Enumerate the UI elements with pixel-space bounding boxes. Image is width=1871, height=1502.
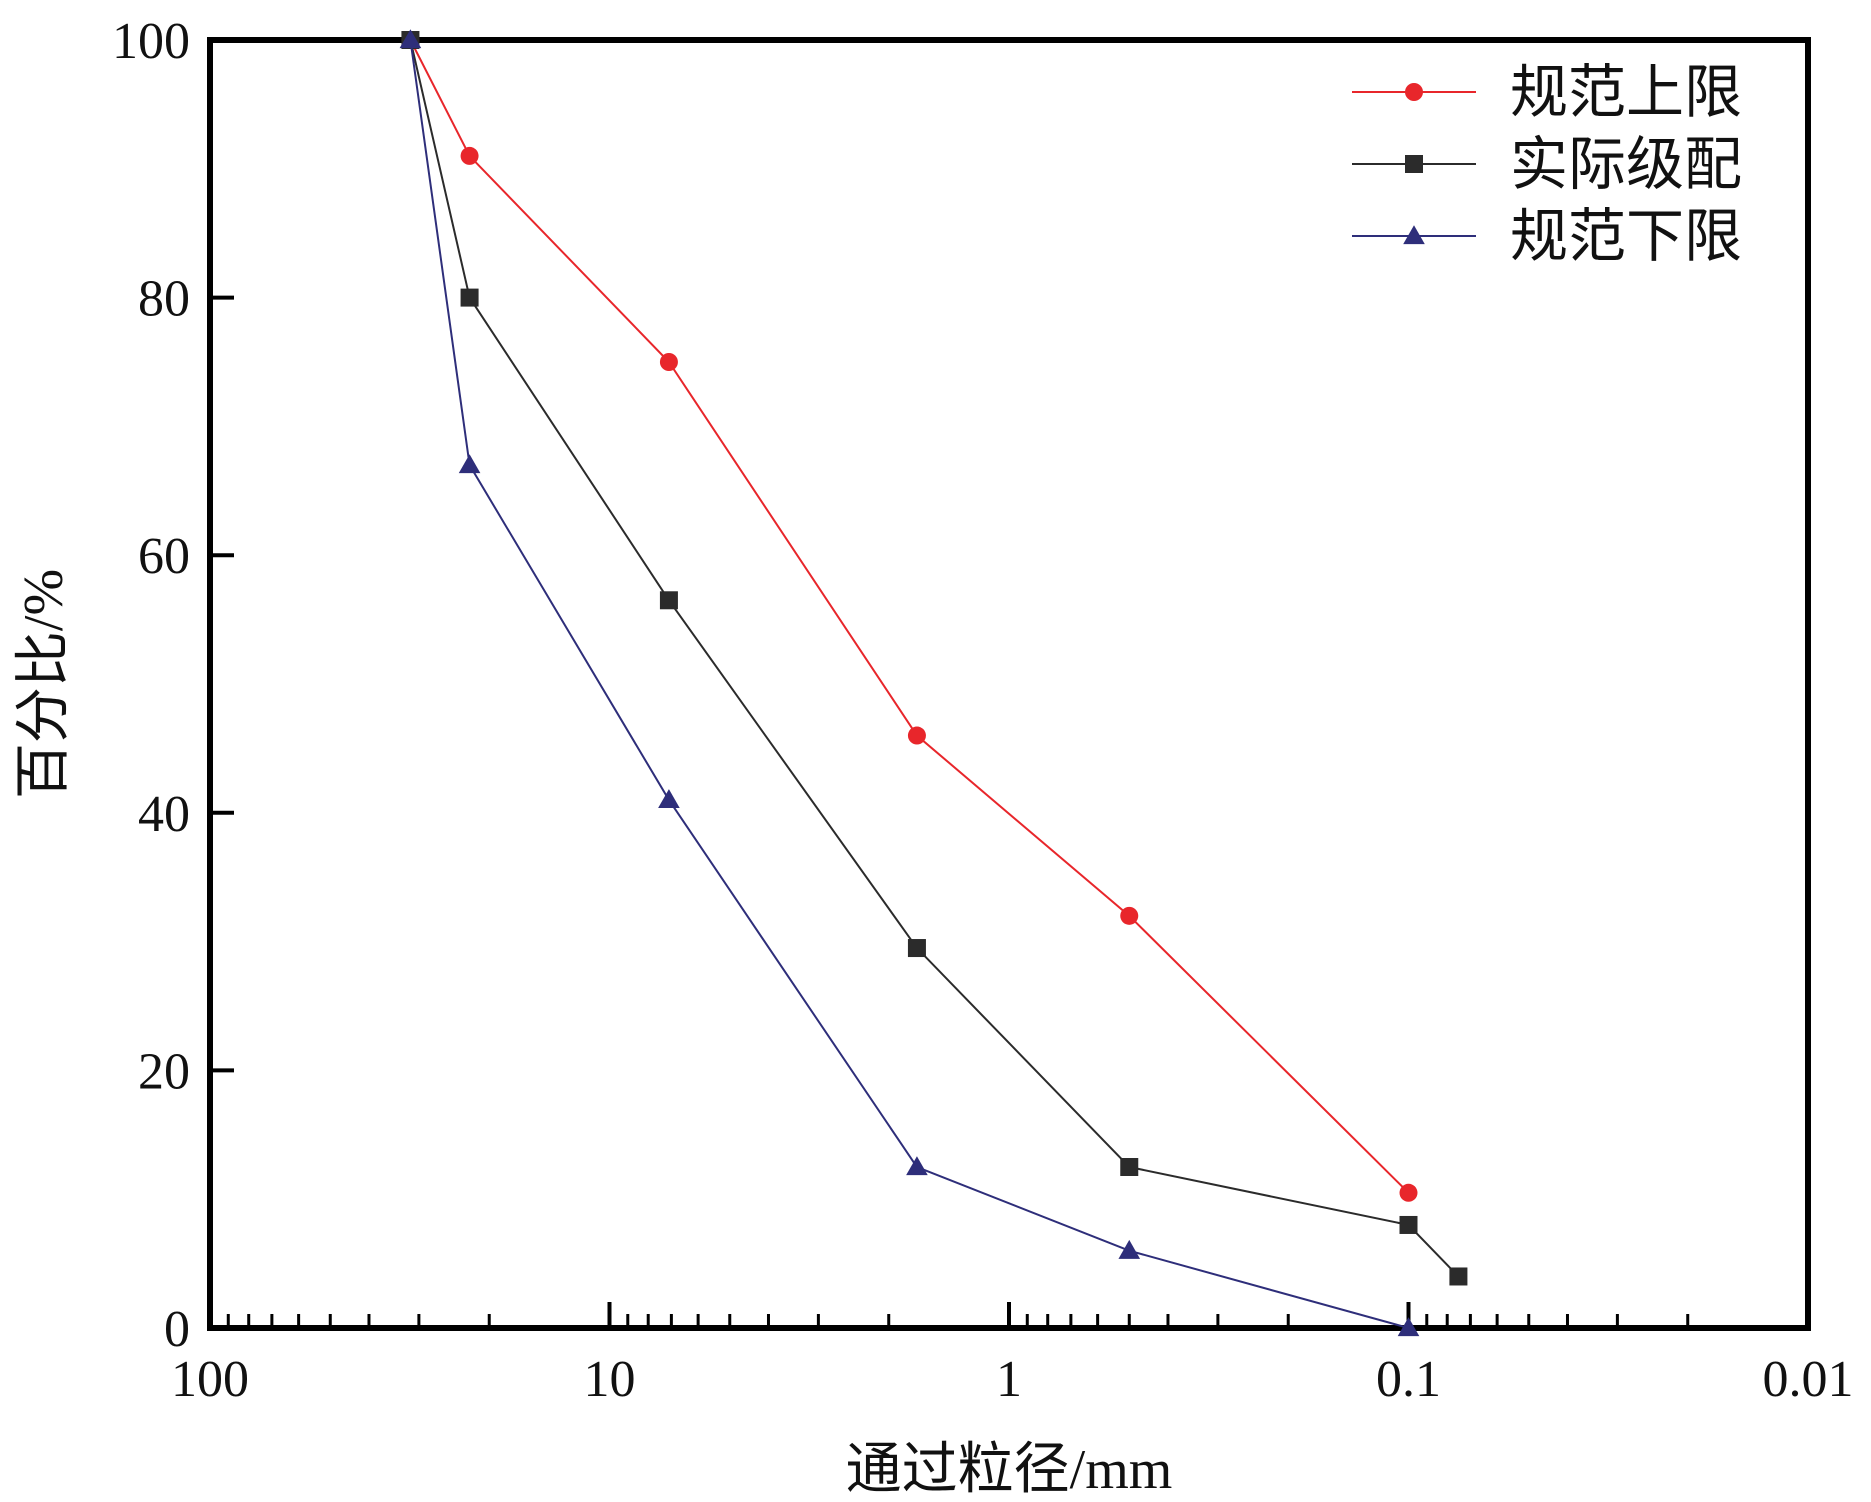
x-tick-label: 0.1 [1376, 1351, 1441, 1408]
y-tick-label: 20 [138, 1043, 190, 1100]
legend-item: 规范下限 [1352, 204, 1742, 269]
data-point [907, 939, 926, 958]
data-point [399, 29, 422, 49]
data-point [907, 726, 926, 745]
axes: 100 10 1 0.1 0.01 0 20 40 60 80 100 [112, 13, 1854, 1408]
plot-series [399, 29, 1468, 1337]
series-3 [399, 29, 1420, 1337]
legend-label: 规范上限 [1510, 60, 1742, 125]
y-axis-title: 百分比/% [13, 569, 75, 799]
data-point [1397, 1317, 1420, 1337]
y-tick-label: 40 [138, 786, 190, 843]
series-2 [401, 31, 1468, 1286]
data-point [460, 146, 479, 165]
data-point [1120, 1158, 1139, 1176]
legend-item: 实际级配 [1352, 132, 1742, 197]
data-point [1399, 1215, 1418, 1234]
x-tick-label: 10 [584, 1351, 636, 1408]
series-line [409, 39, 1409, 1329]
data-point [659, 591, 678, 610]
legend-label: 实际级配 [1510, 132, 1742, 197]
data-point [460, 288, 479, 307]
series-line [409, 39, 1410, 1194]
data-point [658, 789, 680, 809]
data-point [906, 1156, 928, 1176]
legend-marker [1405, 83, 1423, 101]
x-tick-label: 1 [996, 1351, 1022, 1408]
legend-marker [1405, 155, 1423, 173]
data-point [458, 454, 481, 474]
series-1 [401, 31, 1418, 1202]
y-tick-label: 100 [112, 13, 190, 70]
legend-item: 规范上限 [1352, 60, 1742, 125]
legend-label: 规范下限 [1510, 204, 1742, 269]
y-tick-label: 60 [138, 528, 190, 585]
data-point [659, 353, 678, 371]
y-tick-label: 0 [164, 1301, 190, 1358]
x-tick-label: 0.01 [1763, 1351, 1854, 1408]
data-point [1120, 906, 1139, 925]
x-axis-title: 通过粒径/mm [846, 1439, 1173, 1501]
y-tick-label: 80 [138, 271, 190, 328]
series-line [409, 39, 1460, 1278]
x-tick-label: 100 [171, 1351, 249, 1408]
legend-marker [1403, 225, 1425, 245]
data-point [1449, 1267, 1468, 1286]
data-point [1399, 1183, 1418, 1202]
data-point [1118, 1239, 1141, 1259]
